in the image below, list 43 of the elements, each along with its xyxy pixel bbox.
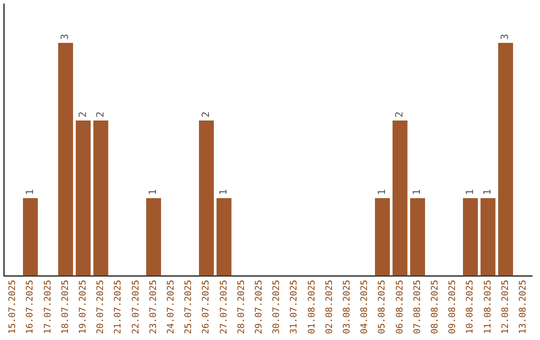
x-tick-label: 07.08.2025 xyxy=(412,280,423,334)
x-tick-label: 15.07.2025 xyxy=(8,280,18,334)
data-label: 1 xyxy=(376,189,388,196)
data-label: 1 xyxy=(148,189,160,196)
x-tick-label: 11.08.2025 xyxy=(483,280,494,334)
data-label: 2 xyxy=(200,111,212,118)
x-tick-label: 02.08.2025 xyxy=(324,280,335,334)
data-label: 2 xyxy=(78,111,89,118)
x-tick-label: 20.07.2025 xyxy=(96,280,106,334)
x-tick-label: 26.07.2025 xyxy=(202,280,212,334)
data-label: 3 xyxy=(500,34,512,40)
x-tick-label: 27.07.2025 xyxy=(219,280,230,334)
x-tick-label: 16.07.2025 xyxy=(26,280,36,334)
x-tick-label: 04.08.2025 xyxy=(360,280,370,334)
x-tick-label: 12.08.2025 xyxy=(500,280,511,334)
data-label: 2 xyxy=(394,111,406,118)
x-tick-label: 03.08.2025 xyxy=(342,280,353,334)
x-tick-label: 13.08.2025 xyxy=(518,280,529,334)
x-tick-label: 29.07.2025 xyxy=(254,280,265,334)
x-tick-label: 21.07.2025 xyxy=(114,280,124,334)
x-tick-label: 22.07.2025 xyxy=(131,280,142,334)
x-tick-label: 19.07.2025 xyxy=(78,280,89,334)
data-label: 1 xyxy=(24,189,36,196)
data-label: 2 xyxy=(95,111,106,118)
data-label: 1 xyxy=(482,189,494,196)
x-tick-label: 31.07.2025 xyxy=(290,280,300,334)
data-label: 3 xyxy=(60,34,72,40)
x-tick-label: 30.07.2025 xyxy=(272,280,282,334)
x-tick-label: 08.08.2025 xyxy=(430,280,441,334)
data-label: 1 xyxy=(464,189,476,196)
x-tick-label: 28.07.2025 xyxy=(236,280,247,334)
x-tick-label: 25.07.2025 xyxy=(184,280,194,334)
x-tick-label: 24.07.2025 xyxy=(166,280,177,334)
data-label: 1 xyxy=(412,189,424,196)
x-tick-label: 23.07.2025 xyxy=(148,280,159,334)
x-tick-label: 17.07.2025 xyxy=(43,280,54,334)
data-label: 1 xyxy=(218,189,230,196)
x-tick-label: 10.08.2025 xyxy=(466,280,476,334)
x-tick-label: 18.07.2025 xyxy=(60,280,71,334)
x-tick-label: 05.08.2025 xyxy=(378,280,388,334)
x-tick-label: 09.08.2025 xyxy=(448,280,458,334)
x-tick-label: 06.08.2025 xyxy=(395,280,406,334)
x-tick-label: 01.08.2025 xyxy=(307,280,318,334)
